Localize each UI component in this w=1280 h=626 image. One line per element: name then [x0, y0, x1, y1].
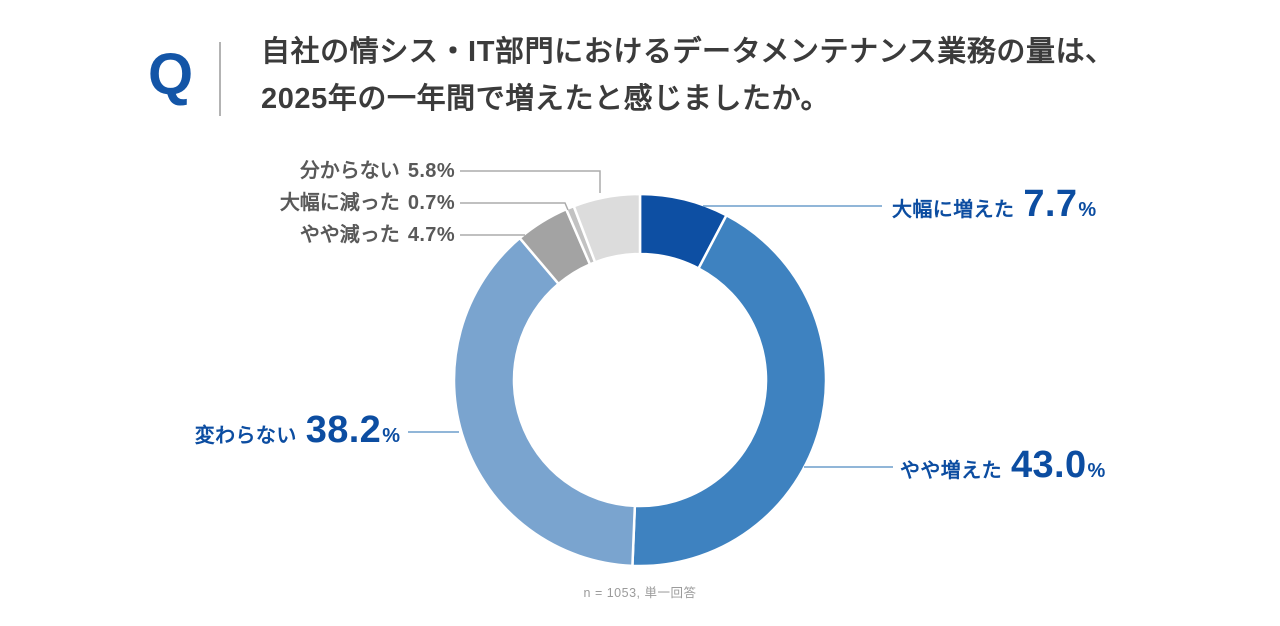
callout-decrease-large-value: 0.7%: [407, 192, 455, 214]
callout-increase-slight: やや増えた 43.0 %: [900, 446, 1105, 484]
callout-decrease-slight-value: 4.7%: [407, 224, 455, 246]
question-title-line2: 2025年の一年間で増えたと感じましたか。: [261, 83, 831, 115]
callout-unknown: 分からない 5.8%: [150, 158, 455, 184]
callout-unchanged-label: 変わらない: [194, 425, 297, 447]
callout-unknown-label: 分からない: [299, 160, 400, 182]
callout-increase-large: 大幅に増えた 7.7 %: [892, 185, 1096, 223]
callout-unknown-value: 5.8%: [407, 160, 455, 182]
callout-decrease-slight: やや減った 4.7%: [150, 222, 455, 248]
callout-decrease-large: 大幅に減った 0.7%: [150, 190, 455, 216]
donut-segment-やや増えた: [631, 214, 828, 568]
question-title: 自社の情シス・IT部門におけるデータメンテナンス業務の量は、 2025年の一年間…: [261, 29, 1115, 123]
vertical-divider: [219, 42, 221, 116]
callout-decrease-large-label: 大幅に減った: [279, 192, 400, 214]
callout-increase-large-label: 大幅に増えた: [892, 199, 1015, 221]
sample-note: n = 1053, 単一回答: [583, 586, 697, 600]
question-mark-label: Q: [148, 42, 194, 107]
leader-line-decrease-large: [460, 202, 569, 211]
question-title-line1: 自社の情シス・IT部門におけるデータメンテナンス業務の量は、: [261, 36, 1115, 68]
callout-increase-large-unit: %: [1078, 199, 1097, 221]
callout-increase-slight-unit: %: [1087, 460, 1106, 482]
callout-increase-slight-value: 43.0: [1011, 444, 1087, 486]
leader-line-unknown: [460, 170, 601, 193]
callout-unchanged-unit: %: [382, 425, 400, 447]
donut-segment-変わらない: [452, 236, 637, 568]
callout-unchanged-value: 38.2: [305, 409, 382, 451]
callout-increase-large-value: 7.7: [1023, 183, 1078, 225]
donut-segment-分からない: [572, 192, 642, 264]
callout-unchanged: 変わらない 38.2 %: [100, 411, 400, 449]
callout-increase-slight-label: やや増えた: [900, 460, 1002, 482]
callout-decrease-slight-label: やや減った: [299, 224, 400, 246]
